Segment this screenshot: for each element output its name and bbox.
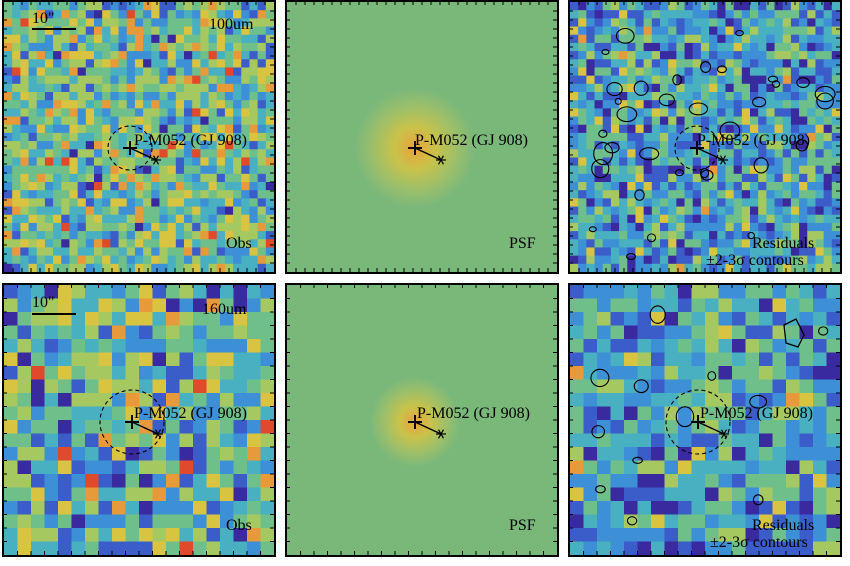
panel-label-obs: Obs <box>226 517 252 534</box>
target-label: P-M052 (GJ 908) <box>417 405 530 422</box>
panel-label-psf: PSF <box>509 517 536 534</box>
panel-label-contours: ±2-3σ contours <box>710 534 808 551</box>
panel-label-residuals: Residuals <box>752 235 815 252</box>
target-label: P-M052 (GJ 908) <box>697 132 810 149</box>
residual-image-100um <box>570 2 840 272</box>
target-label: P-M052 (GJ 908) <box>700 405 813 422</box>
band-label: 160um <box>202 301 247 318</box>
psf-panel-100um: P-M052 (GJ 908) PSF <box>285 0 559 274</box>
residual-image-160um <box>570 285 840 555</box>
target-label: P-M052 (GJ 908) <box>134 132 247 149</box>
residual-panel-160um: P-M052 (GJ 908) Residuals ±2-3σ contours <box>568 283 842 557</box>
obs-panel-100um: 10" 100um P-M052 (GJ 908) Obs <box>2 0 276 274</box>
panel-label-residuals: Residuals <box>752 517 815 534</box>
psf-image-160um <box>287 285 557 555</box>
scalebar-label: 10" <box>32 294 55 311</box>
scalebar-label: 10" <box>32 10 55 27</box>
obs-image-160um <box>4 285 274 555</box>
psf-panel-160um: P-M052 (GJ 908) PSF <box>285 283 559 557</box>
band-label: 100um <box>209 16 254 33</box>
psf-image-100um <box>287 2 557 272</box>
target-label: P-M052 (GJ 908) <box>134 405 247 422</box>
panel-label-psf: PSF <box>509 235 536 252</box>
panel-label-contours: ±2-3σ contours <box>706 252 804 269</box>
obs-panel-160um: 10" 160um P-M052 (GJ 908) Obs <box>2 283 276 557</box>
panel-label-obs: Obs <box>226 235 252 252</box>
scalebar <box>32 313 76 315</box>
residual-panel-100um: P-M052 (GJ 908) Residuals ±2-3σ contours <box>568 0 842 274</box>
obs-image-100um <box>4 2 274 272</box>
scalebar <box>32 28 76 30</box>
target-label: P-M052 (GJ 908) <box>415 132 528 149</box>
